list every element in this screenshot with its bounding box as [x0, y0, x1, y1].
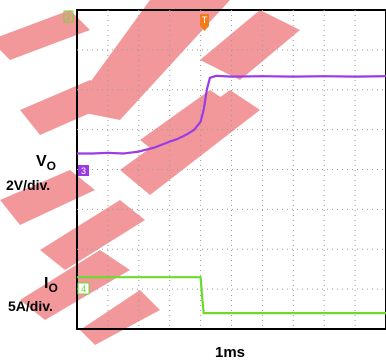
channel-4-marker: 4: [77, 282, 90, 295]
vo-label-main: V: [36, 153, 47, 170]
watermark: [0, 0, 300, 345]
io-label-sub: O: [48, 281, 57, 295]
grid: [77, 10, 386, 329]
channel-4-label: 4: [81, 284, 86, 294]
vo-label-sub: O: [47, 159, 56, 173]
vo-label: VO 2V/div.: [6, 153, 56, 193]
timebase-label: 1ms: [215, 344, 245, 361]
traces: [77, 74, 386, 315]
io-scale: 5A/div.: [8, 298, 53, 314]
io-label-main: I: [44, 275, 48, 292]
vo-trace: [77, 74, 386, 155]
channel-3-label: 3: [81, 166, 86, 176]
channel-2-marker: 2: [63, 10, 74, 23]
io-label: IO 5A/div.: [8, 275, 58, 314]
io-trace: [77, 276, 386, 315]
channel-2-label: 2: [66, 12, 71, 22]
trigger-marker: T: [200, 14, 209, 31]
svg-text:VO: VO: [36, 153, 56, 173]
svg-text:IO: IO: [44, 275, 58, 295]
vo-scale: 2V/div.: [6, 177, 50, 193]
trigger-label: T: [202, 15, 208, 25]
channel-3-marker: 3: [78, 165, 89, 176]
